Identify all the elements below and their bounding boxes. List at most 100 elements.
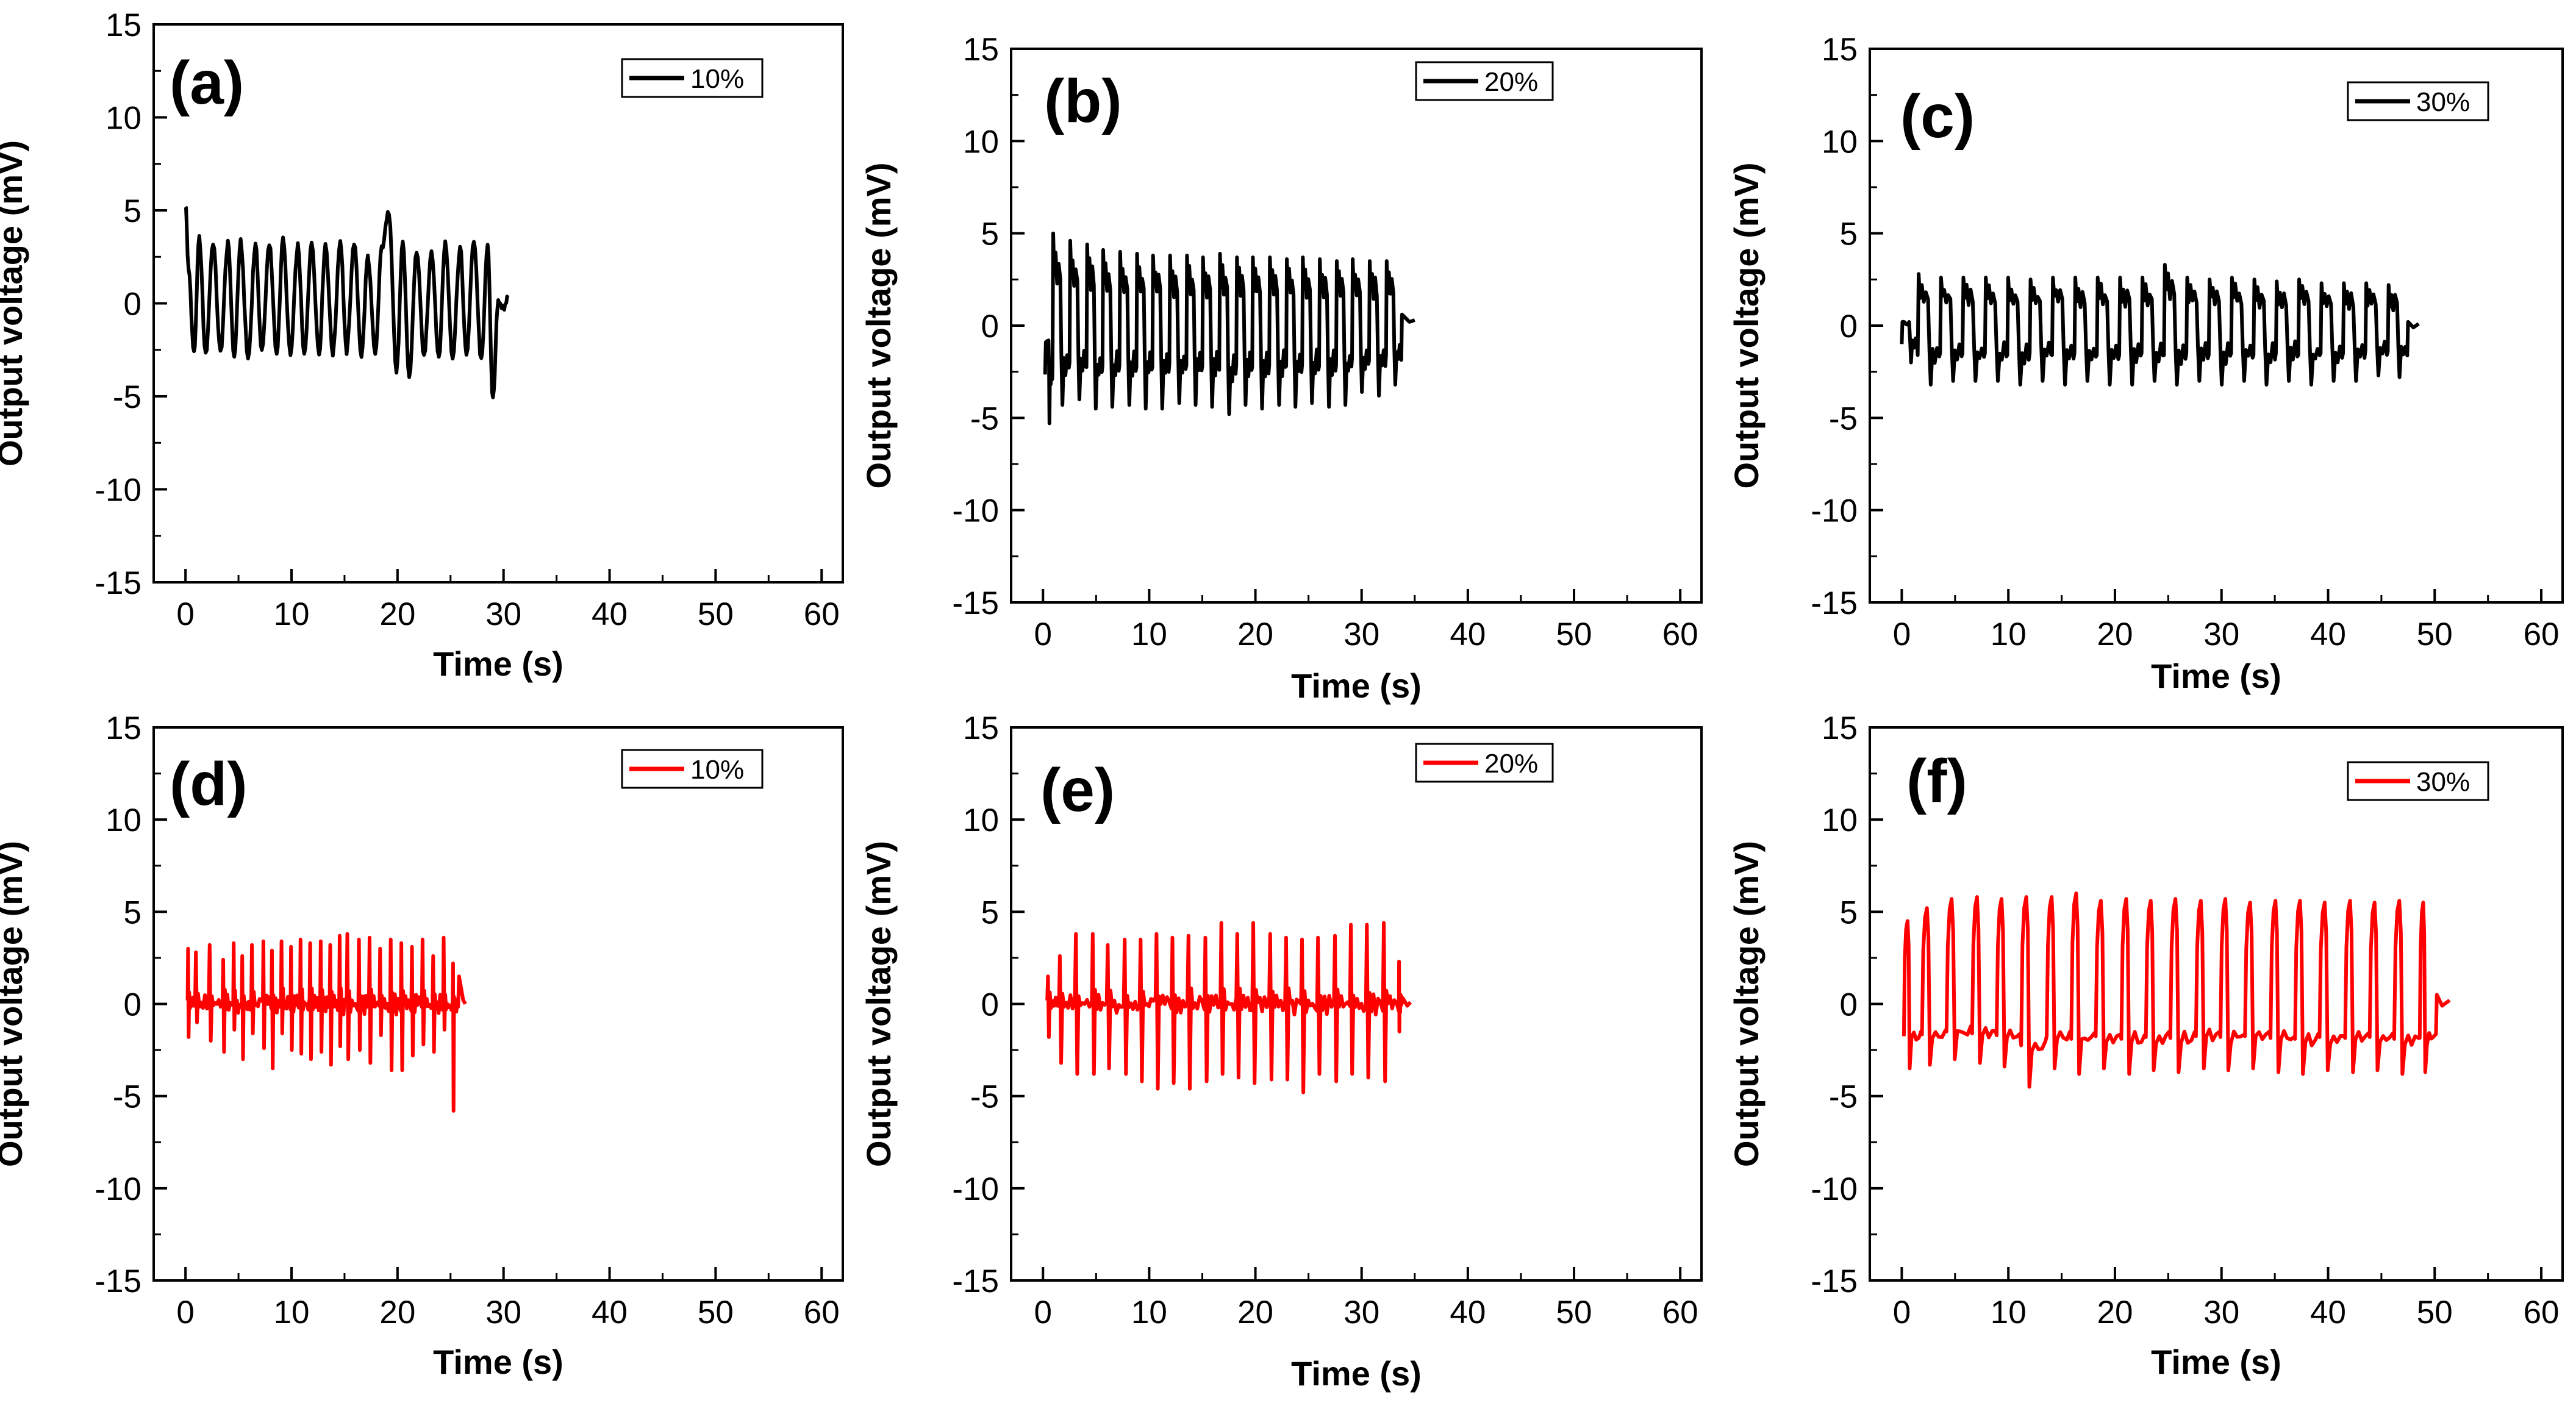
y-axis-title: Output voltage (mV) [0,140,29,466]
panel-label: (a) [170,49,244,117]
y-tick-label: 10 [963,802,999,838]
x-tick-label: 20 [379,1294,415,1330]
x-tick-label: 60 [2524,1294,2560,1330]
y-tick-label: -15 [95,565,141,601]
x-tick-label: 50 [698,1294,734,1330]
y-tick-label: 15 [963,710,999,746]
y-tick-label: 0 [1840,309,1858,345]
y-axis-title: Output voltage (mV) [0,841,29,1167]
legend-label: 20% [1484,749,1538,779]
x-tick-label: 0 [176,1294,194,1330]
y-axis-title: Output voltage (mV) [859,162,898,488]
x-tick-label: 30 [1343,1294,1379,1330]
y-tick-label: 0 [124,287,141,323]
y-tick-label: 15 [1822,32,1858,68]
legend-label: 20% [1484,67,1538,97]
x-tick-label: 60 [804,1294,840,1330]
y-tick-label: 0 [981,309,999,345]
x-tick-label: 20 [1237,616,1273,652]
panel-label: (e) [1040,756,1115,824]
legend-box [621,58,764,98]
x-tick-label: 0 [1893,616,1911,652]
x-tick-label: 30 [2203,616,2239,652]
panel-label: (f) [1906,747,1967,815]
y-tick-label: -15 [952,1263,999,1299]
x-axis-title: Time (s) [1291,1354,1422,1393]
x-tick-label: 50 [1556,1294,1592,1330]
chart-panel-f: -15 -10 -5 0 5 10 15 0 10 20 30 40 50 60 Time (s) Outpu… [1727,710,2564,1381]
x-tick-label: 10 [274,1294,310,1330]
x-tick-label: 10 [1991,616,2027,652]
x-tick-label: 50 [1556,616,1592,652]
x-tick-label: 40 [592,1294,628,1330]
y-tick-label: -10 [952,493,999,529]
x-tick-label: 0 [1893,1294,1911,1330]
y-axis-title: Output voltage (mV) [1727,162,1766,488]
x-tick-label: 40 [2310,1294,2346,1330]
series-line-30pct [1900,263,2420,387]
y-tick-label: -15 [952,585,999,621]
x-tick-label: 40 [1450,1294,1486,1330]
y-tick-label: 5 [124,894,141,930]
y-tick-label: 15 [963,32,999,68]
x-axis-title: Time (s) [2151,657,2281,695]
x-tick-label: 40 [2310,616,2346,652]
x-tick-label: 40 [1450,616,1486,652]
x-tick-label: 20 [379,596,415,632]
y-tick-label: 5 [124,193,141,229]
y-tick-label: -10 [952,1171,999,1207]
y-tick-label: 0 [124,987,141,1023]
y-tick-label: 15 [106,710,141,746]
x-tick-label: 10 [1131,616,1167,652]
y-tick-label: 0 [981,987,999,1023]
x-tick-label: 50 [2417,616,2453,652]
x-tick-label: 0 [1034,616,1052,652]
x-tick-label: 10 [1991,1294,2027,1330]
chart-panel-c: -15 -10 -5 0 5 10 15 0 10 20 30 40 50 60 Time (s) Outpu… [1727,32,2564,695]
x-tick-label: 40 [592,596,628,632]
chart-panel-d: -15 -10 -5 0 5 10 15 0 10 20 30 40 50 60 Time (s) Outpu… [0,710,844,1381]
legend-label: 10% [690,64,744,94]
x-tick-label: 60 [1662,1294,1698,1330]
y-tick-label: -10 [1811,1171,1858,1207]
y-tick-label: 15 [106,7,141,43]
y-tick-label: 10 [1822,124,1858,160]
x-tick-label: 30 [2203,1294,2239,1330]
x-tick-label: 10 [1131,1294,1167,1330]
x-tick-label: 60 [2524,616,2560,652]
x-tick-label: 60 [804,596,840,632]
y-tick-label: 5 [981,894,999,930]
y-tick-label: 15 [1822,710,1858,746]
x-axis-title: Time (s) [2151,1343,2281,1381]
x-tick-label: 30 [485,596,521,632]
y-tick-label: 5 [1840,894,1858,930]
y-tick-label: -10 [95,1171,141,1207]
y-tick-label: -15 [95,1263,141,1299]
y-tick-label: -5 [1829,401,1858,437]
x-axis-title: Time (s) [433,1343,564,1381]
panel-label: (d) [170,750,248,818]
y-tick-label: 10 [106,101,141,137]
panel-label: (b) [1044,67,1122,135]
chart-panel-e: -15 -10 -5 0 5 10 15 0 10 20 30 40 50 60 Time (s) Outpu… [859,710,1703,1393]
y-tick-label: 10 [1822,802,1858,838]
legend-label: 10% [690,755,744,785]
y-tick-label: -15 [1811,585,1858,621]
y-tick-label: 5 [981,216,999,252]
x-axis-title: Time (s) [433,645,564,683]
y-tick-label: -5 [970,401,999,437]
series-line-20pct [1043,231,1415,426]
x-tick-label: 50 [698,596,734,632]
series-line-10pct [184,205,510,399]
y-tick-label: -10 [1811,493,1858,529]
y-tick-label: -5 [113,379,141,415]
x-tick-label: 30 [485,1294,521,1330]
y-tick-label: -10 [95,473,141,509]
series-line-20pct [1045,921,1412,1094]
series-line-10pct [185,932,467,1113]
legend-label: 30% [2416,767,2470,797]
x-tick-label: 20 [2097,1294,2133,1330]
series-line-30pct [1902,891,2451,1089]
